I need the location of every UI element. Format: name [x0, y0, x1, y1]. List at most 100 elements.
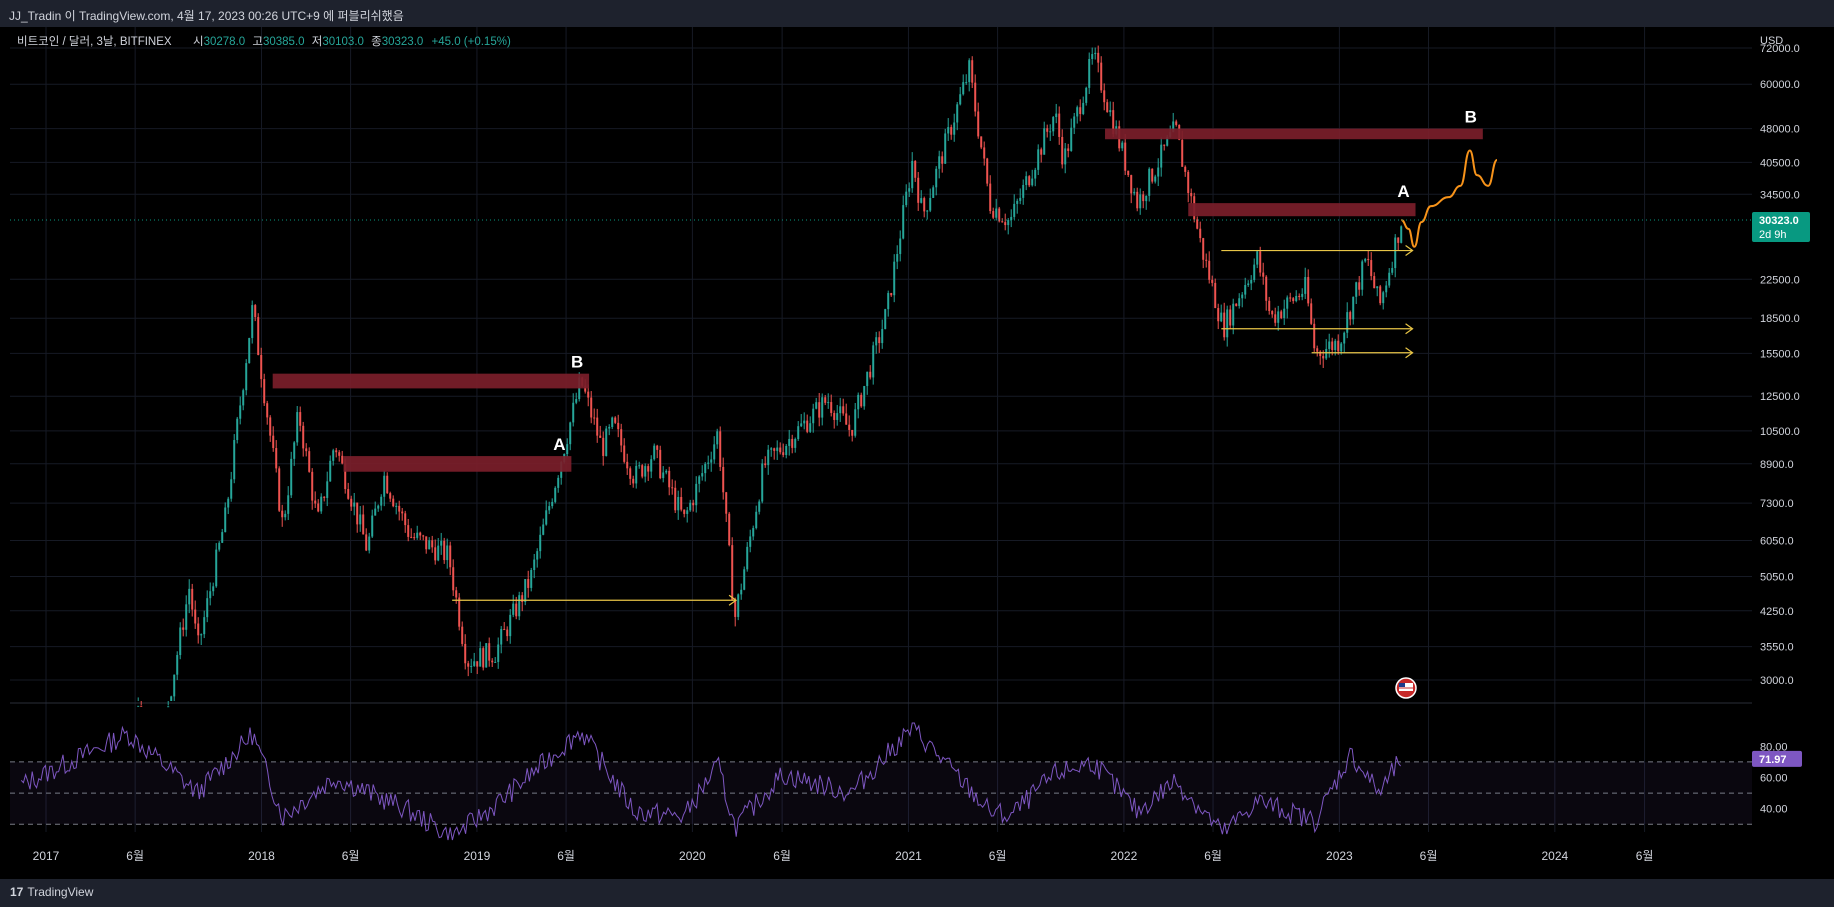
candle-body	[764, 463, 767, 466]
candle-body	[1247, 283, 1250, 286]
candle-body	[776, 447, 779, 451]
candle-body	[245, 363, 248, 391]
candle-body	[554, 487, 557, 502]
legend-high-label: 고	[252, 36, 263, 48]
resistance-zone[interactable]	[272, 373, 590, 389]
candle-body	[908, 188, 911, 192]
candle-body	[281, 510, 284, 518]
candle-body	[335, 450, 338, 453]
candle-body	[716, 431, 719, 445]
price-tick-label: 4250.0	[1760, 606, 1794, 618]
chart-area[interactable]: B A B A 80.00 60.00 40.00 71.97 72000.0 60000.0…	[0, 27, 1834, 879]
candle-body	[626, 461, 629, 469]
candle-body	[1331, 341, 1334, 351]
price-tick-label: 48000.0	[1760, 124, 1800, 136]
candle-body	[749, 536, 752, 547]
candle-body	[233, 440, 236, 480]
legend-low-label: 저	[312, 35, 323, 48]
candle-body	[530, 570, 533, 588]
candle-body	[734, 600, 737, 617]
candle-body	[452, 567, 455, 591]
projection-line	[1401, 149, 1498, 248]
candle-body	[701, 473, 704, 477]
candle-body	[686, 510, 689, 514]
candle-body	[998, 208, 1001, 222]
candle-body	[470, 665, 473, 667]
candle-body	[326, 481, 329, 498]
candle-body	[782, 452, 785, 456]
arrow-head	[1405, 347, 1414, 359]
price-tick-label: 22500.0	[1760, 274, 1800, 286]
candle-body	[851, 429, 854, 436]
candle-body	[1295, 295, 1298, 302]
candle-body	[242, 390, 245, 406]
flag-icon[interactable]	[1395, 677, 1417, 699]
time-tick-label: 2024	[1541, 849, 1568, 863]
candle-body	[1031, 178, 1034, 186]
candle-body	[1124, 142, 1127, 171]
candle-body	[425, 536, 428, 550]
candle-body	[1385, 285, 1388, 293]
candle-body	[449, 545, 452, 568]
candle-body	[185, 604, 188, 630]
candle-body	[485, 643, 488, 668]
candle-body	[617, 422, 620, 430]
candle-body	[383, 475, 386, 497]
candle-body	[1157, 167, 1160, 177]
candle-body	[1082, 102, 1085, 114]
candle-body	[791, 438, 794, 448]
candle-body	[1238, 298, 1241, 306]
candle-body	[188, 588, 191, 605]
resistance-zone[interactable]	[343, 456, 572, 472]
candle-body	[371, 515, 374, 537]
candle-body	[1007, 220, 1010, 226]
candle-body	[194, 609, 197, 624]
candle-body	[902, 205, 905, 239]
candle-body	[1151, 168, 1154, 182]
candle-body	[413, 537, 416, 539]
candle-body	[521, 595, 524, 602]
footer-bar: 17 TradingView	[0, 879, 1834, 907]
candle-body	[863, 386, 866, 407]
candle-body	[479, 648, 482, 667]
candle-body	[869, 371, 872, 378]
resistance-zone[interactable]	[1188, 203, 1416, 217]
candle-body	[569, 422, 572, 445]
legend-open-label: 시	[193, 35, 204, 48]
candle-body	[221, 532, 224, 543]
candle-body	[1106, 102, 1109, 113]
candle-body	[1268, 300, 1271, 312]
candle-body	[1391, 268, 1394, 273]
price-tick-label: 12500.0	[1760, 391, 1800, 403]
candle-body	[962, 82, 965, 95]
candle-body	[1094, 52, 1097, 55]
time-tick-label: 6월	[989, 849, 1007, 863]
legend-high-value: 30385.0	[263, 36, 305, 48]
candle-body	[758, 501, 761, 512]
candle-body	[674, 487, 677, 511]
candle-body	[827, 402, 830, 404]
candle-body	[1265, 276, 1268, 301]
legend-symbol[interactable]: 비트코인 / 달러, 3날, BITFINEX	[17, 34, 172, 48]
candle-body	[317, 503, 320, 512]
rsi-tick-label: 40.00	[1760, 804, 1788, 816]
candle-body	[1235, 303, 1238, 306]
candle-body	[509, 614, 512, 637]
candle-body	[1205, 259, 1208, 261]
candle-body	[1013, 203, 1016, 217]
tradingview-logo[interactable]: 17 TradingView	[10, 885, 93, 899]
candle-body	[974, 82, 977, 112]
candle-body	[1016, 200, 1019, 204]
candle-body	[392, 498, 395, 507]
chart-svg[interactable]: B A B A 80.00 60.00 40.00 71.97 72000.0 60000.0…	[0, 27, 1834, 879]
candle-body	[707, 462, 710, 464]
candle-body	[287, 495, 290, 514]
candle-body	[641, 465, 644, 477]
price-tick-label: 10500.0	[1760, 426, 1800, 438]
candle-body	[359, 514, 362, 525]
rsi-value-badge	[1752, 750, 1802, 767]
candle-body	[830, 402, 833, 413]
resistance-zone[interactable]	[1105, 128, 1483, 140]
candle-body	[1376, 286, 1379, 289]
price-tick-label: 3000.0	[1760, 675, 1794, 687]
